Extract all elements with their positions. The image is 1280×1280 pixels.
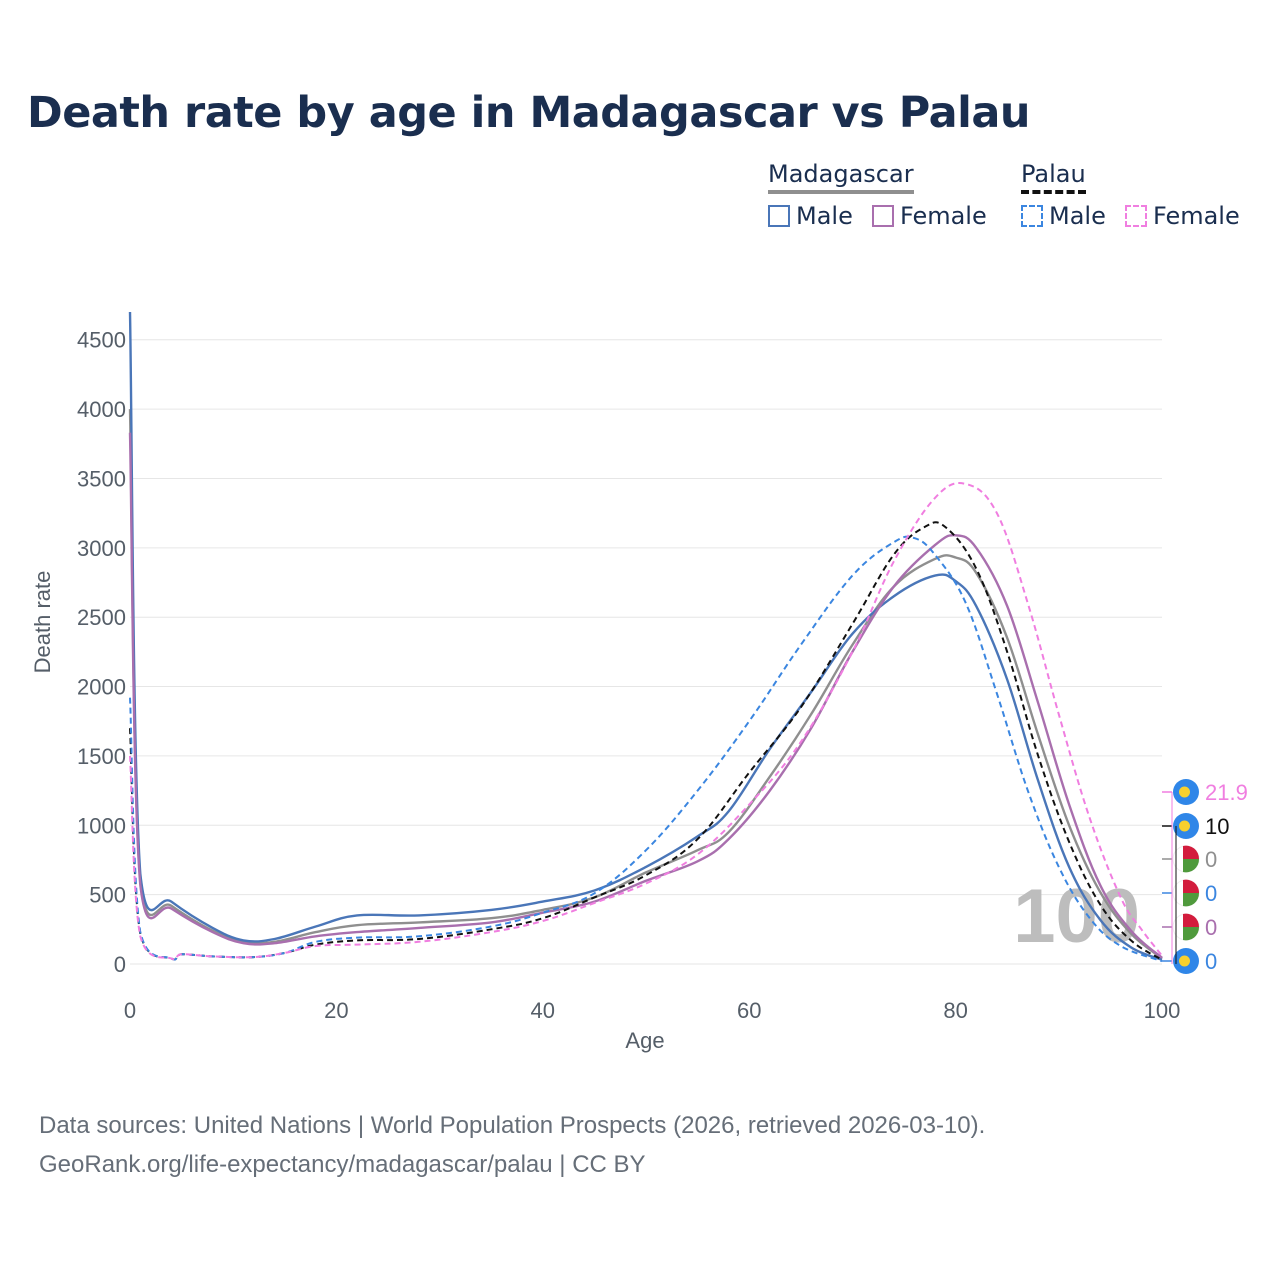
flag-red-band: [1183, 879, 1200, 893]
legend-title-madagascar: Madagascar: [768, 160, 914, 194]
end-label-value: 0: [1205, 847, 1217, 872]
flag-green-band: [1183, 927, 1200, 941]
death-rate-chart: 100 050010001500200025003000350040004500…: [30, 311, 1248, 1053]
legend-label: Female: [1152, 202, 1240, 230]
series-group: [128, 311, 1163, 963]
series-line-palau-female[interactable]: [129, 482, 1163, 961]
source-note: Data sources: United Nations | World Pop…: [39, 1106, 985, 1184]
x-tick-label: 80: [943, 998, 967, 1023]
end-label-value: 0: [1205, 915, 1217, 940]
flag-red-band: [1183, 913, 1200, 927]
legend-label: Male: [796, 202, 853, 230]
legend-item-palau-female[interactable]: Female: [1124, 202, 1240, 230]
end-label-4: 0: [1162, 913, 1217, 941]
legend-title-palau: Palau: [1021, 160, 1086, 194]
end-label-5: 0: [1162, 948, 1217, 974]
flag-disc: [1179, 820, 1190, 832]
x-tick-label: 60: [737, 998, 761, 1023]
legend-item-palau-male[interactable]: Male: [1021, 202, 1106, 230]
source-line: Data sources: United Nations | World Pop…: [39, 1112, 986, 1139]
y-tick-label: 3000: [77, 536, 126, 561]
x-tick-label: 0: [124, 998, 136, 1023]
flag-disc: [1179, 955, 1190, 967]
x-tick-label: 100: [1144, 998, 1181, 1023]
end-label-value: 0: [1205, 881, 1217, 906]
y-tick-label: 4500: [77, 328, 126, 353]
flag-green-band: [1183, 859, 1200, 873]
end-label-value: 21.9: [1205, 780, 1248, 805]
end-label-0: 21.9: [1162, 779, 1248, 805]
legend-label: Female: [899, 202, 987, 230]
y-tick-label: 4000: [77, 397, 126, 422]
x-tick-label: 20: [324, 998, 348, 1023]
series-line-palau-male[interactable]: [129, 535, 1163, 963]
end-label-value: 10: [1205, 814, 1229, 839]
end-label-3: 0: [1162, 879, 1217, 907]
legend-swatch-icon: [1124, 205, 1147, 227]
watermark-group: 100: [1013, 874, 1140, 959]
end-label-1: 10: [1162, 813, 1229, 839]
legend-swatch-icon: [871, 205, 894, 227]
grid: [130, 339, 1162, 965]
source-link[interactable]: GeoRank.org/life-expectancy/madagascar/p…: [39, 1151, 646, 1178]
flag-green-band: [1183, 893, 1200, 907]
legend-item-madagascar-male[interactable]: Male: [768, 202, 853, 230]
series-line-madagascar-female[interactable]: [128, 432, 1163, 959]
end-label-2: 0: [1162, 845, 1217, 873]
y-tick-label: 2000: [77, 675, 126, 700]
legend-item-madagascar-female[interactable]: Female: [871, 202, 987, 230]
legend-group-palau[interactable]: Palau Male Female: [1021, 160, 1240, 231]
y-axis-title: Death rate: [30, 571, 55, 674]
x-tick-label: 40: [531, 998, 555, 1023]
legend-swatch-icon: [768, 205, 790, 227]
y-tick-label: 500: [89, 883, 126, 908]
x-axis-title: Age: [625, 1028, 664, 1053]
page-title: Death rate by age in Madagascar vs Palau: [27, 88, 1030, 138]
series-line-palau-total[interactable]: [129, 521, 1163, 961]
flag-red-band: [1183, 845, 1200, 859]
end-label-value: 0: [1205, 949, 1217, 974]
y-tick-label: 1000: [77, 813, 126, 838]
flag-disc: [1179, 786, 1190, 798]
x-axis: 0 20 40 60 80 100: [124, 998, 1180, 1023]
end-labels: 21.9 10 0 0 0 0: [1162, 779, 1248, 974]
legend-swatch-icon: [1021, 205, 1043, 227]
year-watermark: 100: [1013, 874, 1140, 959]
y-axis: 0 500 1000 1500 2000 2500 3000 3500 4000 4500: [77, 328, 126, 977]
y-tick-label: 3500: [77, 466, 126, 491]
series-line-madagascar-total[interactable]: [128, 409, 1163, 960]
y-tick-label: 1500: [77, 744, 126, 769]
y-tick-label: 0: [114, 952, 126, 977]
y-tick-label: 2500: [77, 605, 126, 630]
legend-group-madagascar[interactable]: Madagascar Male Female: [768, 160, 1001, 231]
series-line-madagascar-male[interactable]: [128, 311, 1163, 961]
legend-label: Male: [1049, 202, 1106, 230]
